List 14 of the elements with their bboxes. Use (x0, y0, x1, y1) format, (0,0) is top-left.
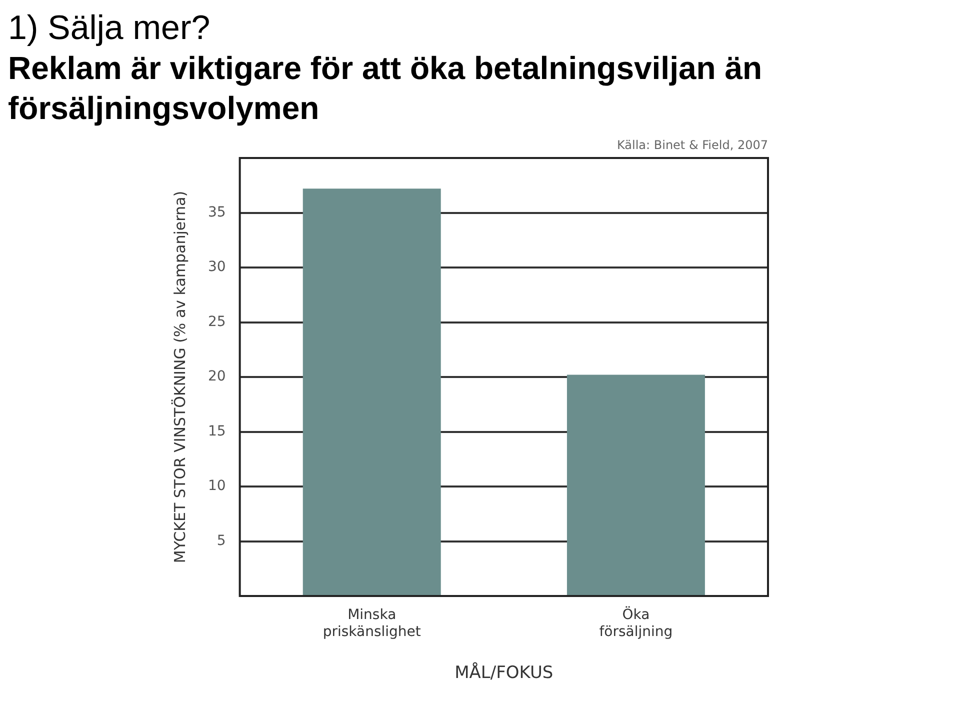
y-tick-label: 20 (208, 368, 226, 385)
text: Källa: Binet & Field, 2007 (616, 138, 768, 152)
y-tick-label: 30 (208, 259, 226, 276)
x-axis-title: MÅL/FOKUS (454, 662, 554, 684)
chart-title: 1) Sälja mer? (8, 8, 212, 48)
y-axis-title: MYCKET STOR VINSTÖKNING (% av kampanjerna) (170, 190, 189, 564)
x-tick-label: Minska priskänslighet (322, 607, 422, 640)
y-tick-label: 10 (208, 478, 226, 494)
chart-subtitle: Reklam är viktigare för att öka betalningsviljan än försäljningsvolymen (8, 49, 764, 128)
y-tick-label: 25 (208, 314, 226, 330)
y-tick-label: 35 (208, 204, 226, 220)
y-tick-label: 5 (216, 532, 226, 549)
y-tick-label: 15 (208, 423, 226, 440)
x-tick-label: Öka försäljning (599, 606, 673, 640)
